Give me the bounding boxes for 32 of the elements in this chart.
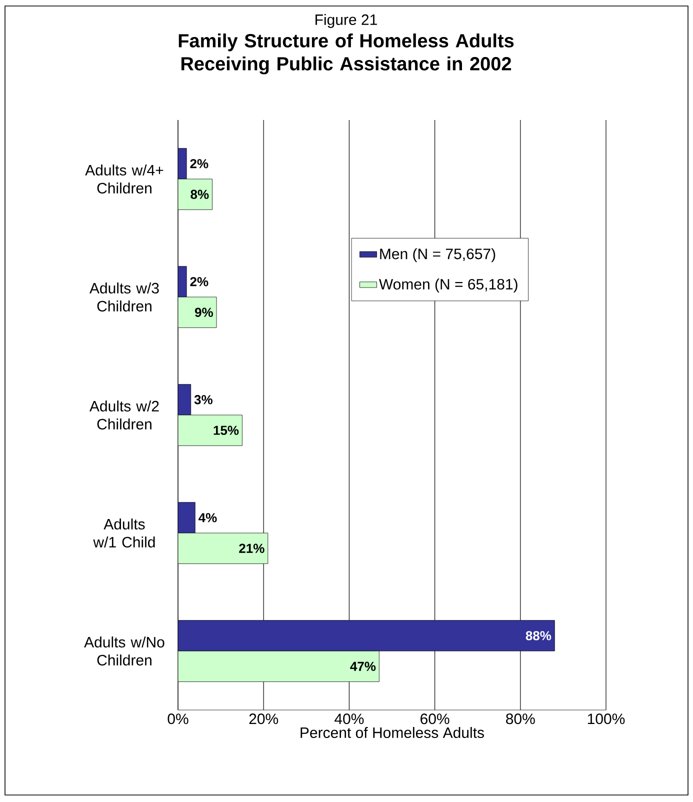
bar [178,620,555,652]
data-label: 15% [214,426,239,435]
y-tick-label: Adults w/1 Child [93,518,155,548]
data-label: 3% [194,395,212,404]
data-label: 21% [239,544,264,553]
x-tick-label: 100% [588,714,625,724]
y-tick-label: Adults w/3 Children [89,282,159,312]
data-label: 88% [526,631,552,640]
x-tick-label: 80% [506,714,535,724]
data-label: 9% [194,308,213,317]
chart-subtitle: Figure 21 [316,14,377,28]
x-tick-label: 0% [168,714,188,724]
x-tick-label: 60% [420,714,450,724]
y-tick-label: Adults w/No Children [84,636,164,666]
data-label: 47% [350,662,376,671]
x-axis-title: Percent of Homeless Adults [300,726,484,738]
data-label: 8% [190,190,209,199]
data-label: 2% [190,277,208,286]
bar [178,532,268,564]
data-label: 4% [198,513,217,522]
x-tick-label: 20% [249,714,278,724]
legend-label: Men (N = 75,657) [380,248,496,262]
bar [178,650,380,682]
bar [178,502,196,534]
bar [178,414,242,446]
y-tick-label: Adults w/4+ Children [85,164,164,194]
bar [178,384,191,416]
data-label: 2% [190,159,208,168]
chart-title: Family Structure of Homeless Adults Receiving Public Assistance in 2002 [178,34,514,74]
legend-label: Women (N = 65,181) [379,278,518,293]
y-tick-label: Adults w/2 Children [89,400,159,430]
x-tick-label: 40% [334,714,364,724]
